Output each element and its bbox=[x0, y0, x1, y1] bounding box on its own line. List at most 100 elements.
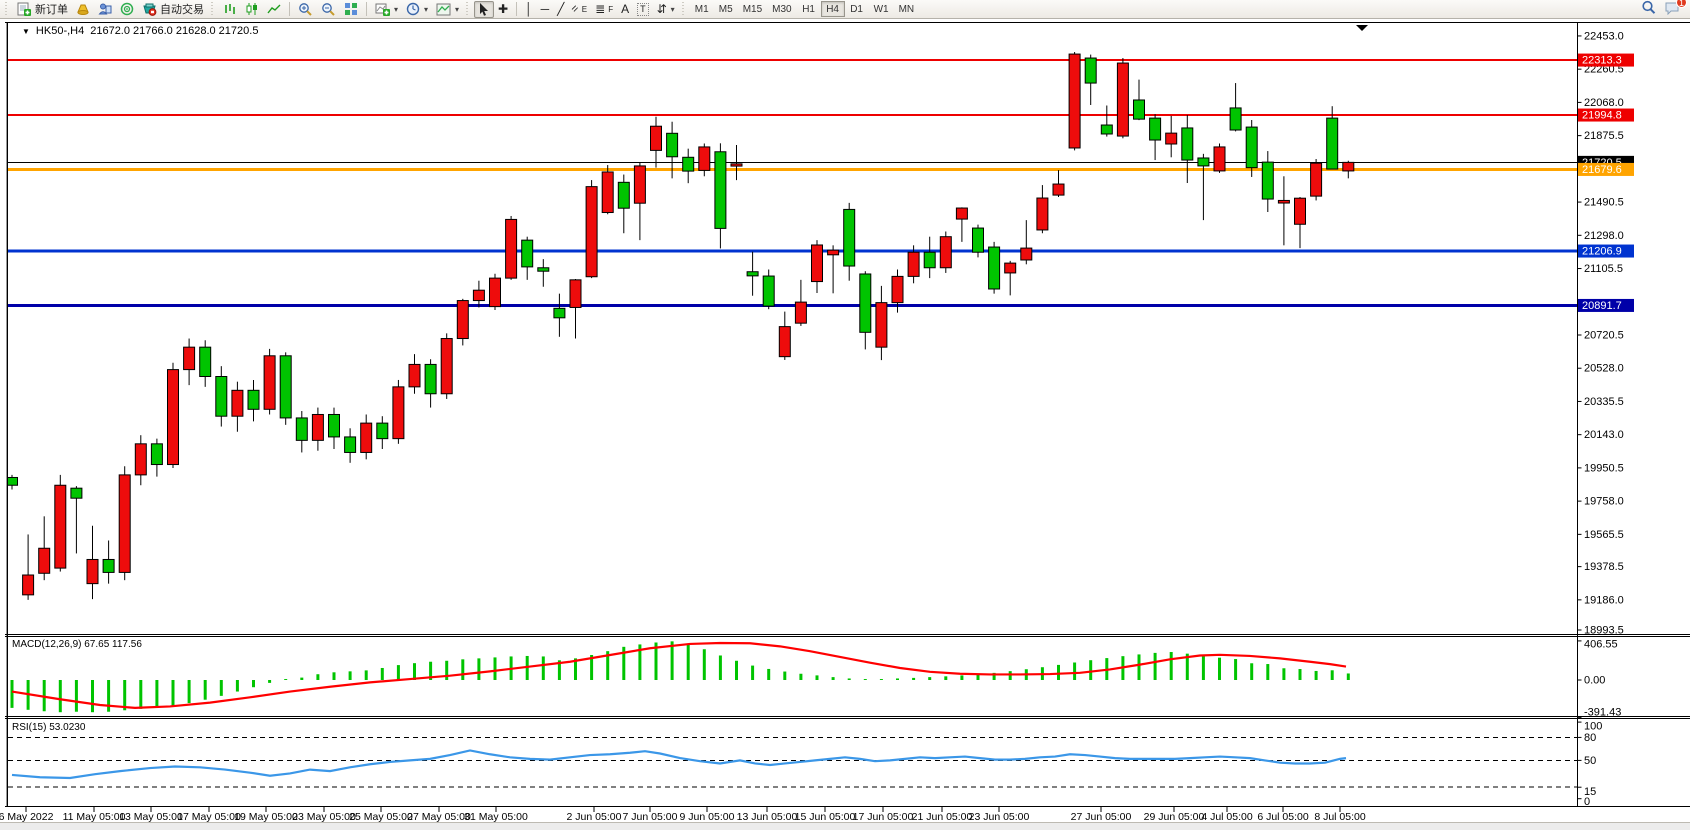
svg-text:11 May 05:00: 11 May 05:00 bbox=[63, 811, 126, 823]
svg-text:18993.5: 18993.5 bbox=[1584, 625, 1624, 637]
svg-text:21298.0: 21298.0 bbox=[1584, 230, 1624, 242]
svg-text:23 May 05:00: 23 May 05:00 bbox=[292, 811, 356, 823]
auto-trading-button[interactable]: 自动交易 bbox=[138, 1, 208, 18]
chat-button[interactable]: 1 bbox=[1664, 0, 1687, 18]
toolbar-grip[interactable] bbox=[5, 2, 10, 16]
svg-text:25 May 05:00: 25 May 05:00 bbox=[349, 811, 413, 823]
svg-text:21490.5: 21490.5 bbox=[1584, 197, 1624, 209]
vline-tool-button[interactable]: │ bbox=[521, 1, 537, 18]
svg-text:2 Jun 05:00: 2 Jun 05:00 bbox=[567, 811, 622, 823]
profiles-button[interactable]: ▾ bbox=[402, 1, 432, 18]
fibo-sub-label: F bbox=[608, 4, 614, 14]
toolbar-grip-2[interactable] bbox=[211, 2, 216, 16]
new-chart-caret-icon: ▾ bbox=[394, 4, 399, 14]
tf-m30-button[interactable]: M30 bbox=[772, 3, 792, 15]
candles[interactable] bbox=[7, 51, 1355, 600]
arrows-tool-button[interactable]: ⇵ ▾ bbox=[653, 1, 679, 18]
svg-text:20528.0: 20528.0 bbox=[1584, 363, 1624, 375]
channel-tool-button[interactable]: = E bbox=[568, 1, 591, 18]
line-chart-button[interactable] bbox=[263, 1, 285, 18]
hline-icon: ─ bbox=[540, 2, 550, 16]
fibonacci-icon: ≣ bbox=[595, 2, 606, 16]
tf-m15-button[interactable]: M15 bbox=[742, 3, 763, 15]
trendline-tool-button[interactable]: ╱ bbox=[553, 1, 568, 18]
svg-text:20143.0: 20143.0 bbox=[1584, 429, 1624, 441]
new-order-icon bbox=[17, 2, 32, 16]
svg-text:22068.0: 22068.0 bbox=[1584, 97, 1624, 109]
tile-windows-button[interactable] bbox=[340, 1, 362, 18]
market-watch-icon bbox=[76, 2, 90, 16]
rsi-indicator-label: RSI(15) 53.0230 bbox=[12, 722, 86, 733]
svg-text:6 May 2022: 6 May 2022 bbox=[0, 811, 54, 823]
svg-text:13 Jun 05:00: 13 Jun 05:00 bbox=[737, 811, 798, 823]
new-chart-button[interactable]: ▾ bbox=[371, 1, 402, 18]
svg-text:22453.0: 22453.0 bbox=[1584, 30, 1624, 42]
macd-indicator-label: MACD(12,26,9) 67.65 117.56 bbox=[12, 639, 142, 650]
zoom-out-icon bbox=[321, 2, 336, 16]
tf-m5-button[interactable]: M5 bbox=[718, 3, 733, 15]
fibonacci-tool-button[interactable]: ≣ F bbox=[591, 1, 617, 18]
svg-text:29 Jun 05:00: 29 Jun 05:00 bbox=[1144, 811, 1205, 823]
tf-h4-button[interactable]: H4 bbox=[820, 1, 845, 17]
svg-text:21994.8: 21994.8 bbox=[1582, 110, 1622, 122]
tf-h1-button[interactable]: H1 bbox=[802, 3, 815, 15]
hline-tool-button[interactable]: ─ bbox=[537, 1, 554, 18]
zoom-out-button[interactable] bbox=[317, 1, 340, 18]
equidistant-channel-icon: = bbox=[569, 2, 583, 16]
svg-text:100: 100 bbox=[1584, 721, 1602, 733]
market-watch-button[interactable] bbox=[72, 1, 94, 18]
chart-ohlc-values: 21672.0 21766.0 21628.0 21720.5 bbox=[90, 25, 259, 37]
svg-text:20891.7: 20891.7 bbox=[1582, 300, 1622, 312]
svg-text:21206.9: 21206.9 bbox=[1582, 246, 1622, 258]
tf-d1-button[interactable]: D1 bbox=[850, 3, 863, 15]
svg-text:22313.3: 22313.3 bbox=[1582, 55, 1622, 67]
toolbar-grip-4[interactable] bbox=[681, 2, 687, 16]
crosshair-tool-button[interactable]: ✚ bbox=[494, 1, 512, 18]
profiles-clock-icon bbox=[406, 2, 420, 16]
text-label-icon: T bbox=[637, 2, 649, 16]
svg-text:19 May 05:00: 19 May 05:00 bbox=[234, 811, 298, 823]
text-tool-button[interactable]: A bbox=[617, 1, 633, 18]
templates-button[interactable]: ▾ bbox=[432, 1, 463, 18]
toolbar-grip-3[interactable] bbox=[466, 2, 472, 16]
svg-text:15: 15 bbox=[1584, 786, 1596, 798]
rsi-levels bbox=[8, 736, 1577, 788]
bar-chart-button[interactable] bbox=[219, 1, 241, 18]
chart-symbol-ohlc[interactable]: ▼ HK50-,H4 21672.0 21766.0 21628.0 21720… bbox=[22, 25, 258, 37]
svg-text:9 Jun 05:00: 9 Jun 05:00 bbox=[680, 811, 735, 823]
new-order-label: 新订单 bbox=[35, 4, 68, 16]
svg-text:19378.5: 19378.5 bbox=[1584, 561, 1624, 573]
vline-icon: │ bbox=[525, 2, 533, 16]
text-icon: A bbox=[621, 2, 630, 16]
label-tool-button[interactable]: T bbox=[633, 1, 653, 18]
arrows-caret-icon: ▾ bbox=[670, 4, 675, 14]
cursor-tool-button[interactable] bbox=[474, 0, 495, 18]
svg-text:23 Jun 05:00: 23 Jun 05:00 bbox=[969, 811, 1030, 823]
templates-icon bbox=[436, 3, 451, 16]
chart-plot-area[interactable] bbox=[8, 23, 1577, 806]
svg-text:31 May 05:00: 31 May 05:00 bbox=[464, 811, 528, 823]
price-axis-labels: 22453.0 22260.5 22068.0 21875.5 21490.5 21298… bbox=[1577, 30, 1624, 637]
svg-text:27 May 05:00: 27 May 05:00 bbox=[407, 811, 471, 823]
navigator-icon bbox=[120, 2, 134, 16]
arrows-icon: ⇵ bbox=[656, 2, 667, 16]
tf-mn-button[interactable]: MN bbox=[898, 3, 915, 15]
zoom-in-button[interactable] bbox=[294, 1, 317, 18]
chart-window-borders bbox=[5, 22, 1690, 807]
navigator-button[interactable] bbox=[116, 1, 138, 18]
tf-m1-button[interactable]: M1 bbox=[694, 3, 709, 15]
svg-text:0.00: 0.00 bbox=[1584, 675, 1605, 687]
data-window-button[interactable] bbox=[94, 1, 116, 18]
search-button[interactable] bbox=[1641, 0, 1656, 18]
candlestick-chart-button[interactable] bbox=[241, 1, 263, 18]
collapse-ohlc-icon[interactable]: ▼ bbox=[22, 26, 30, 36]
svg-text:19565.5: 19565.5 bbox=[1584, 529, 1624, 541]
tf-w1-button[interactable]: W1 bbox=[873, 3, 889, 15]
svg-text:0: 0 bbox=[1584, 796, 1590, 808]
svg-text:27 Jun 05:00: 27 Jun 05:00 bbox=[1071, 811, 1132, 823]
chat-badge: 1 bbox=[1675, 0, 1687, 8]
new-order-button[interactable]: 新订单 bbox=[13, 1, 72, 18]
